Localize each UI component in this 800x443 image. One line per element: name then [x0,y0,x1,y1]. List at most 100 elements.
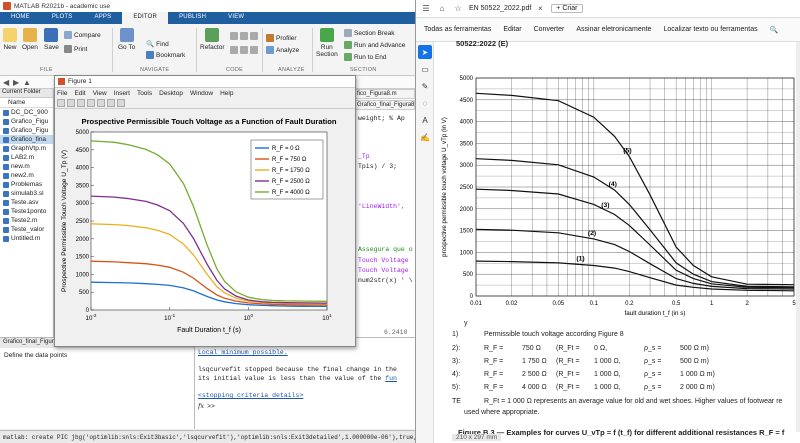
pen-icon[interactable]: ✎ [421,81,429,91]
link-plot-icon[interactable] [97,99,105,107]
refactor-button[interactable]: Refactor [200,28,225,51]
file-list-item[interactable]: new.m [0,162,53,171]
back-arrow-icon[interactable]: ◀ [3,78,10,87]
editor-tab[interactable]: fico_Figura8.m [354,89,415,99]
y-tick-label: 0 [470,294,474,300]
file-list-item[interactable]: GraphVtp.m [0,144,53,153]
comment-icon[interactable]: ▭ [421,64,429,74]
file-list-item[interactable]: simulab3.sl [0,189,53,198]
menu-view[interactable]: View [92,89,107,97]
file-list-item[interactable]: Grafico_fina [0,135,53,144]
close-tab-icon[interactable]: × [537,4,543,13]
convert-button[interactable]: Converter [533,26,565,33]
code-tools-row2[interactable] [230,46,260,54]
save-button[interactable]: Save [44,28,59,51]
search-icon[interactable]: 🔍 [769,26,779,34]
stopping-criteria-link[interactable]: <stopping criteria details> [198,392,304,399]
pdf-page[interactable]: 50522:2022 (E) 0 500 1000 1500 2000 2500 3000 3… [434,39,800,443]
create-button[interactable]: + Criar [551,4,583,13]
file-list-item[interactable]: Grafico_Figu [0,117,53,126]
sign-button[interactable]: Assinar eletronicamente [576,26,652,33]
figure-window[interactable]: Figure 1 File Edit View Insert Tools Des… [54,75,356,347]
menu-file[interactable]: File [57,89,68,97]
save-figure-icon[interactable] [77,99,85,107]
print-button[interactable]: Print [64,45,87,53]
file-list-item[interactable]: Teste2.m [0,216,53,225]
star-icon[interactable]: ☆ [454,4,462,13]
tab-home[interactable]: HOME [11,14,30,20]
pdf-tab-title[interactable]: EN 50522_2022.pdf [469,5,532,12]
bookmark-label: Bookmark [156,51,186,59]
select-cursor-icon[interactable]: ➤ [418,45,432,59]
function-tolerance-link[interactable]: fun [385,375,397,382]
bookmark-button[interactable]: Bookmark [146,51,185,59]
pdf-scrollbar[interactable] [796,42,800,432]
run-to-end-button[interactable]: Run to End [344,53,387,61]
run-section-button[interactable]: Run Section [316,28,338,58]
profiler-button[interactable]: Profiler [266,34,297,42]
insert-colorbar-icon[interactable] [107,99,115,107]
save-label: Save [44,44,59,51]
new-button[interactable]: New [3,28,17,51]
home-icon[interactable]: ⌂ [439,4,445,13]
figure-logo-icon [58,78,65,85]
find-tools-button[interactable]: Localizar texto ou ferramentas [663,26,758,33]
menu-icon[interactable]: ☰ [422,4,430,13]
forward-arrow-icon[interactable]: ▶ [13,78,20,87]
up-folder-icon[interactable]: ▲ [23,78,31,87]
file-list-item[interactable]: LAB2.m [0,153,53,162]
code-tools-row1[interactable] [230,32,260,40]
y-tick-label: 2500 [460,185,474,191]
file-list-item[interactable]: Untitled.m [0,234,53,243]
menu-tools[interactable]: Tools [136,89,153,97]
menu-help[interactable]: Help [220,89,234,97]
lasso-icon[interactable]: ◌ [422,98,428,108]
tab-publish[interactable]: PUBLISH [179,14,207,20]
tab-plots[interactable]: PLOTS [51,14,73,20]
menu-insert[interactable]: Insert [113,89,130,97]
find-label: Find [156,40,169,48]
code-line: Touch Voltage [358,267,409,274]
menu-edit[interactable]: Edit [74,89,86,97]
goto-button[interactable]: Go To [118,28,135,51]
edit-button[interactable]: Editar [503,26,522,33]
y-tick-label: 2500 [76,219,90,225]
find-button[interactable]: 🔍 Find [146,40,169,49]
new-figure-icon[interactable] [57,99,65,107]
y-tick-label: 1500 [76,255,90,261]
command-window[interactable]: Local minimum possible. lsqcurvefit stop… [195,337,415,429]
file-list-item[interactable]: Problemas [0,180,53,189]
run-and-advance-button[interactable]: Run and Advance [344,41,405,49]
file-list-item[interactable]: Teste.asv [0,198,53,207]
menu-desktop[interactable]: Desktop [159,89,183,97]
file-list-item[interactable]: Teste_valor [0,225,53,234]
insert-legend-icon[interactable] [117,99,125,107]
file-list-item[interactable]: Grafico_Figu [0,126,53,135]
analyze-button[interactable]: Analyze [266,46,299,54]
section-break-button[interactable]: Section Break [344,29,394,37]
file-list-item[interactable]: DC_DC_900 [0,108,53,117]
editor-tab-active[interactable]: Grafico_final_Figura8.m [354,100,415,110]
tab-editor[interactable]: EDITOR [122,12,169,24]
local-minimum-link[interactable]: Local minimum possible. [198,349,288,356]
compare-button[interactable]: Compare [64,31,101,39]
stamp-icon[interactable]: ✍ [420,132,430,142]
plot-frame [475,77,795,297]
name-column-header[interactable]: Name [0,98,53,108]
run-section-icon [319,28,334,42]
tab-view[interactable]: VIEW [228,14,245,20]
file-list-item[interactable]: Teste1ponto [0,207,53,216]
menu-window[interactable]: Window [189,89,214,97]
open-file-icon[interactable] [67,99,75,107]
print-figure-icon[interactable] [87,99,95,107]
ribbon-separator [262,28,263,72]
tab-apps[interactable]: APPS [94,14,112,20]
file-list-item[interactable]: new2.m [0,171,53,180]
all-tools-button[interactable]: Todas as ferramentas [424,26,492,33]
open-button[interactable]: Open [22,28,38,51]
details-body: Define the data points [4,352,68,359]
details-panel: Grafico_final_Figura8.m (Script) Define … [0,337,195,429]
text-box-icon[interactable]: A [422,115,428,125]
figure-title-bar[interactable]: Figure 1 [55,76,355,88]
command-prompt[interactable]: fx >> [198,402,412,411]
